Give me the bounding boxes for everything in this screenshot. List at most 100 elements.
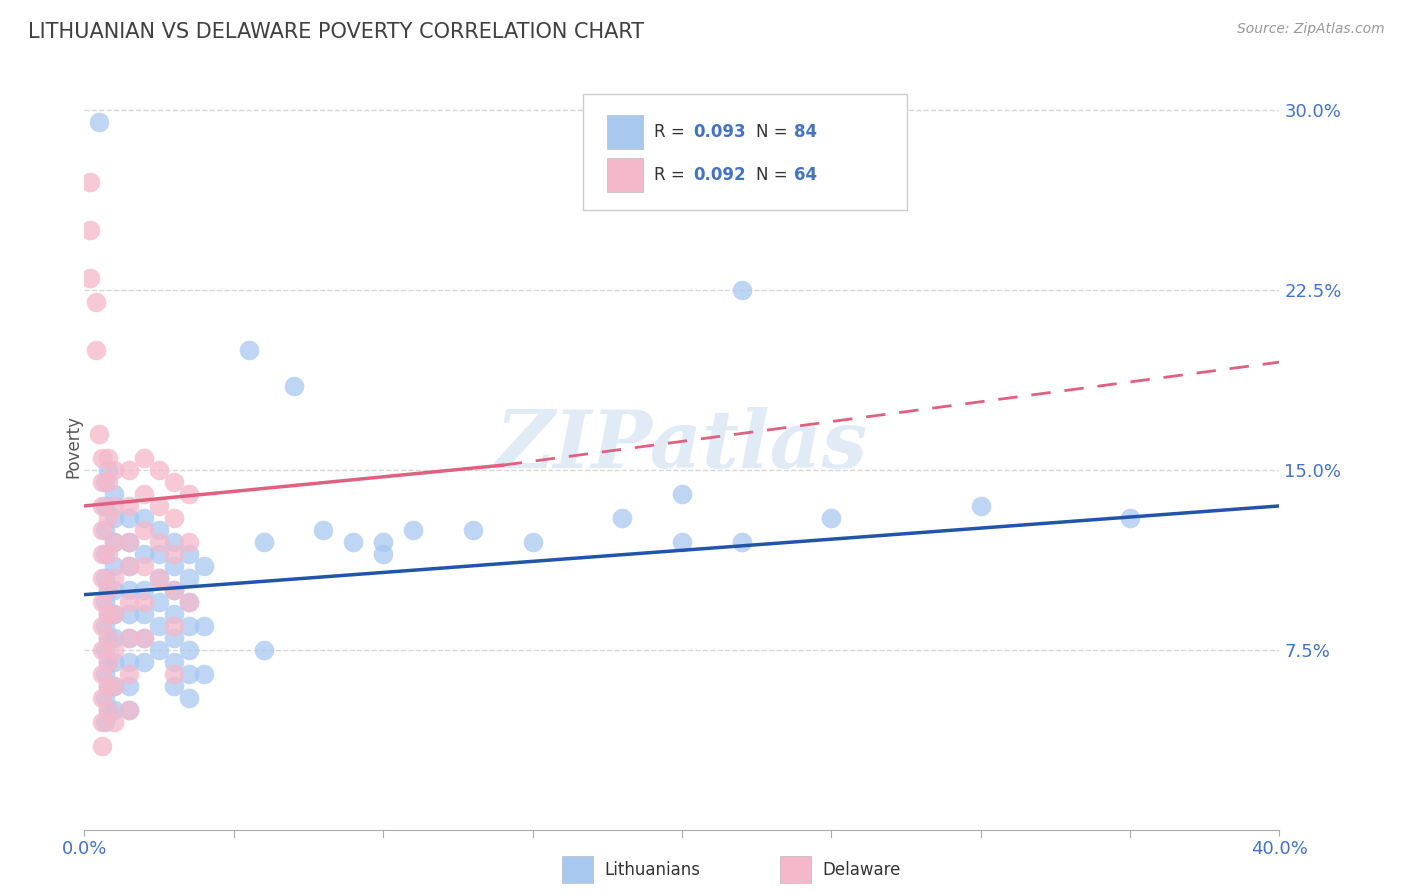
Point [148, 535, 170, 549]
Point [97, 655, 120, 669]
Point [97, 607, 120, 621]
Point [148, 619, 170, 633]
Point [253, 642, 276, 657]
Point [103, 535, 125, 549]
Point [177, 595, 200, 609]
Point [118, 582, 141, 597]
Text: R =: R = [654, 166, 690, 184]
Point [118, 631, 141, 645]
Text: Delaware: Delaware [823, 861, 901, 879]
Point [148, 595, 170, 609]
Text: 84: 84 [794, 123, 817, 141]
Point [103, 607, 125, 621]
Point [103, 631, 125, 645]
Point [103, 714, 125, 729]
Point [118, 703, 141, 717]
Point [118, 655, 141, 669]
Point [163, 582, 186, 597]
Point [253, 535, 276, 549]
Point [89, 427, 111, 442]
Point [163, 511, 186, 525]
Text: R =: R = [654, 123, 690, 141]
Point [97, 703, 120, 717]
Point [163, 679, 186, 693]
Point [91, 475, 114, 489]
Point [1119, 511, 1142, 525]
Point [731, 535, 754, 549]
Point [91, 714, 114, 729]
Point [193, 666, 215, 681]
Point [97, 475, 120, 489]
Point [132, 631, 156, 645]
Point [91, 547, 114, 561]
Point [148, 642, 170, 657]
Point [177, 666, 200, 681]
Point [97, 679, 120, 693]
Point [312, 523, 335, 537]
Text: N =: N = [756, 166, 793, 184]
Point [671, 487, 693, 501]
Point [103, 703, 125, 717]
Point [94, 666, 117, 681]
Point [177, 595, 200, 609]
Point [148, 571, 170, 585]
Point [97, 511, 120, 525]
Point [118, 595, 141, 609]
Point [79, 175, 101, 189]
Point [94, 571, 117, 585]
Point [148, 547, 170, 561]
Point [103, 679, 125, 693]
Point [91, 450, 114, 465]
Point [91, 666, 114, 681]
Point [373, 547, 395, 561]
Point [94, 523, 117, 537]
Point [91, 571, 114, 585]
Point [132, 595, 156, 609]
Point [283, 379, 305, 393]
Point [163, 582, 186, 597]
Point [118, 535, 141, 549]
Point [97, 582, 120, 597]
Point [118, 558, 141, 573]
Point [163, 631, 186, 645]
Point [461, 523, 484, 537]
Point [177, 642, 200, 657]
Point [79, 271, 101, 285]
Point [132, 631, 156, 645]
Point [79, 223, 101, 237]
Point [94, 642, 117, 657]
Point [177, 487, 200, 501]
Point [86, 343, 108, 357]
Point [97, 547, 120, 561]
Point [118, 679, 141, 693]
Text: Lithuanians: Lithuanians [605, 861, 700, 879]
Point [91, 523, 114, 537]
Point [132, 523, 156, 537]
Point [94, 714, 117, 729]
Point [97, 679, 120, 693]
Point [132, 655, 156, 669]
Text: 64: 64 [794, 166, 817, 184]
Text: 0.092: 0.092 [693, 166, 745, 184]
Point [94, 595, 117, 609]
Point [132, 547, 156, 561]
Point [86, 295, 108, 310]
Point [103, 487, 125, 501]
Point [132, 450, 156, 465]
Point [103, 535, 125, 549]
Point [163, 655, 186, 669]
Text: Source: ZipAtlas.com: Source: ZipAtlas.com [1237, 22, 1385, 37]
Text: 0.093: 0.093 [693, 123, 745, 141]
Point [103, 582, 125, 597]
Point [118, 631, 141, 645]
Point [91, 739, 114, 753]
Point [402, 523, 425, 537]
Point [193, 619, 215, 633]
Point [91, 619, 114, 633]
Point [118, 666, 141, 681]
Point [132, 558, 156, 573]
Point [97, 582, 120, 597]
Point [820, 511, 842, 525]
Point [118, 499, 141, 513]
Point [103, 499, 125, 513]
